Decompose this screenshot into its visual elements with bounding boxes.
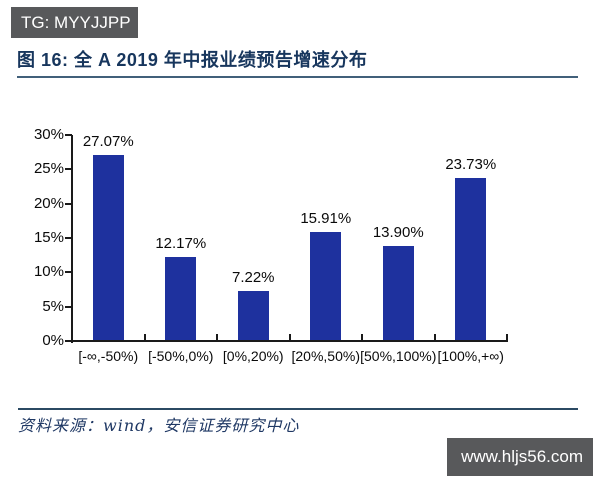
figure-title: 图 16: 全 A 2019 年中报业绩预告增速分布 (17, 50, 368, 70)
y-tick (65, 271, 72, 274)
category-label: [0%,20%) (222, 348, 284, 364)
y-tick (65, 305, 72, 308)
x-tick (143, 334, 146, 342)
x-tick (361, 334, 363, 342)
category-label: [20%,50%) (291, 348, 360, 364)
bar (165, 257, 197, 341)
y-tick (65, 237, 72, 239)
category-label: [-50%,0%) (148, 348, 214, 364)
y-axis-line (71, 135, 73, 343)
y-tick (65, 134, 72, 136)
category-label: [100%,+∞) (437, 348, 504, 364)
bar (382, 246, 414, 341)
bar (310, 232, 342, 341)
bar (455, 178, 487, 341)
title-underline (17, 76, 578, 78)
y-tick-label: 25% (33, 160, 64, 178)
bar (237, 291, 269, 341)
y-tick (65, 168, 72, 171)
category-label: [50%,100%) (360, 348, 437, 364)
y-tick (65, 202, 72, 205)
x-axis-line (71, 340, 508, 342)
tg-watermark-badge: TG: MYYJJPP (11, 7, 138, 38)
bar-value-label: 23.73% (445, 156, 497, 173)
bar-value-label: 27.07% (82, 133, 134, 150)
x-tick (216, 334, 218, 342)
y-tick-label: 20% (33, 194, 64, 212)
y-tick-label: 5% (42, 297, 64, 315)
bar-value-label: 7.22% (231, 269, 275, 286)
tg-watermark-label: TG: MYYJJPP (21, 13, 131, 32)
bar-value-label: 15.91% (300, 210, 352, 227)
x-tick (506, 334, 508, 342)
category-label: [-∞,-50%) (78, 348, 139, 364)
y-tick-label: 30% (33, 126, 64, 143)
bar-value-label: 12.17% (155, 235, 207, 252)
site-watermark: www.hljs56.com (447, 438, 593, 476)
y-tick-label: 10% (33, 263, 64, 281)
y-tick-label: 0% (42, 332, 64, 349)
bar-value-label: 13.90% (372, 224, 424, 241)
y-tick (65, 340, 72, 342)
y-tick-label: 15% (33, 229, 64, 246)
x-tick (288, 334, 291, 342)
bar (92, 155, 124, 341)
source-divider (18, 408, 578, 410)
source-caption: 资料来源：wind，安信证券研究中心 (18, 416, 300, 435)
x-tick (433, 334, 436, 342)
